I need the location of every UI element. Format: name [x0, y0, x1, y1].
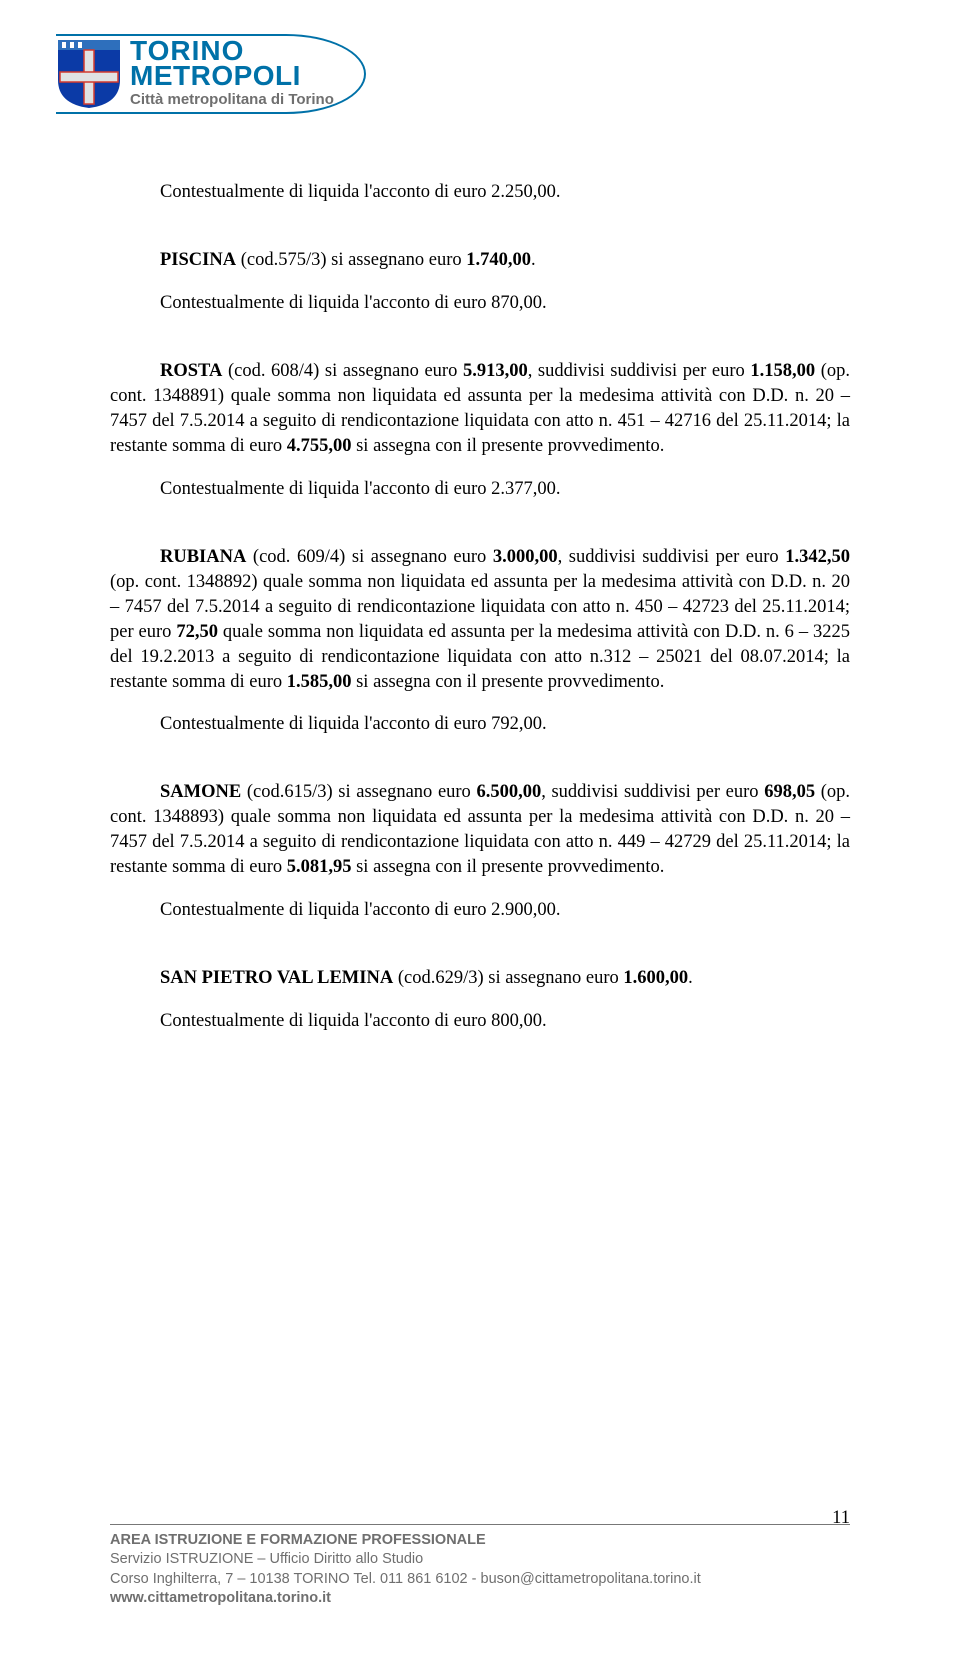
entity-name: SAMONE [160, 782, 241, 802]
page-footer: AREA ISTRUZIONE E FORMAZIONE PROFESSIONA… [110, 1524, 850, 1609]
logo-text: TORINO METROPOLI Città metropolitana di … [130, 38, 334, 108]
entity-name: PISCINA [160, 250, 236, 270]
footer-line-1: AREA ISTRUZIONE E FORMAZIONE PROFESSIONA… [110, 1531, 850, 1551]
amount: 3.000,00 [493, 547, 558, 567]
text: (cod. 608/4) si assegnano euro [222, 361, 463, 381]
text: (cod.629/3) si assegnano euro [393, 968, 623, 988]
entity-name: ROSTA [160, 361, 222, 381]
text: Contestualmente di liquida l'acconto di … [160, 293, 547, 313]
amount: 6.500,00 [476, 782, 541, 802]
amount: 5.913,00 [463, 361, 528, 381]
paragraph: SAMONE (cod.615/3) si assegnano euro 6.5… [110, 780, 850, 880]
text: , suddivisi suddivisi per euro [528, 361, 751, 381]
entity-name: RUBIANA [160, 547, 246, 567]
amount: 4.755,00 [287, 436, 352, 456]
text: (cod. 609/4) si assegnano euro [246, 547, 493, 567]
amount: 72,50 [176, 622, 218, 642]
text: si assegna con il presente provvedimento… [351, 436, 664, 456]
text: , suddivisi suddivisi per euro [541, 782, 764, 802]
amount: 1.585,00 [287, 672, 352, 692]
text: (cod.615/3) si assegnano euro [241, 782, 476, 802]
paragraph: SAN PIETRO VAL LEMINA (cod.629/3) si ass… [110, 966, 850, 991]
text: . [688, 968, 693, 988]
text: si assegna con il presente provvedimento… [351, 672, 664, 692]
paragraph: PISCINA (cod.575/3) si assegnano euro 1.… [110, 248, 850, 273]
text: , suddivisi suddivisi per euro [558, 547, 786, 567]
text: si assegna con il presente provvedimento… [351, 857, 664, 877]
text: Contestualmente di liquida l'acconto di … [160, 1011, 547, 1031]
amount: 5.081,95 [287, 857, 352, 877]
header-logo: TORINO METROPOLI Città metropolitana di … [56, 38, 334, 108]
amount: 698,05 [764, 782, 815, 802]
paragraph: RUBIANA (cod. 609/4) si assegnano euro 3… [110, 545, 850, 695]
paragraph: Contestualmente di liquida l'acconto di … [110, 180, 850, 205]
logo-subtitle: Città metropolitana di Torino [130, 91, 334, 108]
footer-line-3: Corso Inghilterra, 7 – 10138 TORINO Tel.… [110, 1570, 850, 1590]
amount: 1.740,00 [466, 250, 531, 270]
footer-line-2: Servizio ISTRUZIONE – Ufficio Diritto al… [110, 1550, 850, 1570]
amount: 1.158,00 [750, 361, 815, 381]
amount: 1.600,00 [623, 968, 688, 988]
text: Contestualmente di liquida l'acconto di … [160, 714, 547, 734]
paragraph: Contestualmente di liquida l'acconto di … [110, 1009, 850, 1034]
logo-title-line2: METROPOLI [130, 63, 334, 88]
amount: 1.342,50 [785, 547, 850, 567]
paragraph: Contestualmente di liquida l'acconto di … [110, 898, 850, 923]
text: Contestualmente di liquida l'acconto di … [160, 479, 561, 499]
text: (cod.575/3) si assegnano euro [236, 250, 466, 270]
text: Contestualmente di liquida l'acconto di … [160, 900, 561, 920]
entity-name: SAN PIETRO VAL LEMINA [160, 968, 393, 988]
paragraph: Contestualmente di liquida l'acconto di … [110, 291, 850, 316]
text: . [531, 250, 536, 270]
paragraph: ROSTA (cod. 608/4) si assegnano euro 5.9… [110, 359, 850, 459]
shield-icon [56, 38, 122, 108]
text: Contestualmente di liquida l'acconto di … [160, 182, 561, 202]
paragraph: Contestualmente di liquida l'acconto di … [110, 712, 850, 737]
document-body: Contestualmente di liquida l'acconto di … [110, 180, 850, 1052]
paragraph: Contestualmente di liquida l'acconto di … [110, 477, 850, 502]
footer-website: www.cittametropolitana.torino.it [110, 1589, 850, 1609]
